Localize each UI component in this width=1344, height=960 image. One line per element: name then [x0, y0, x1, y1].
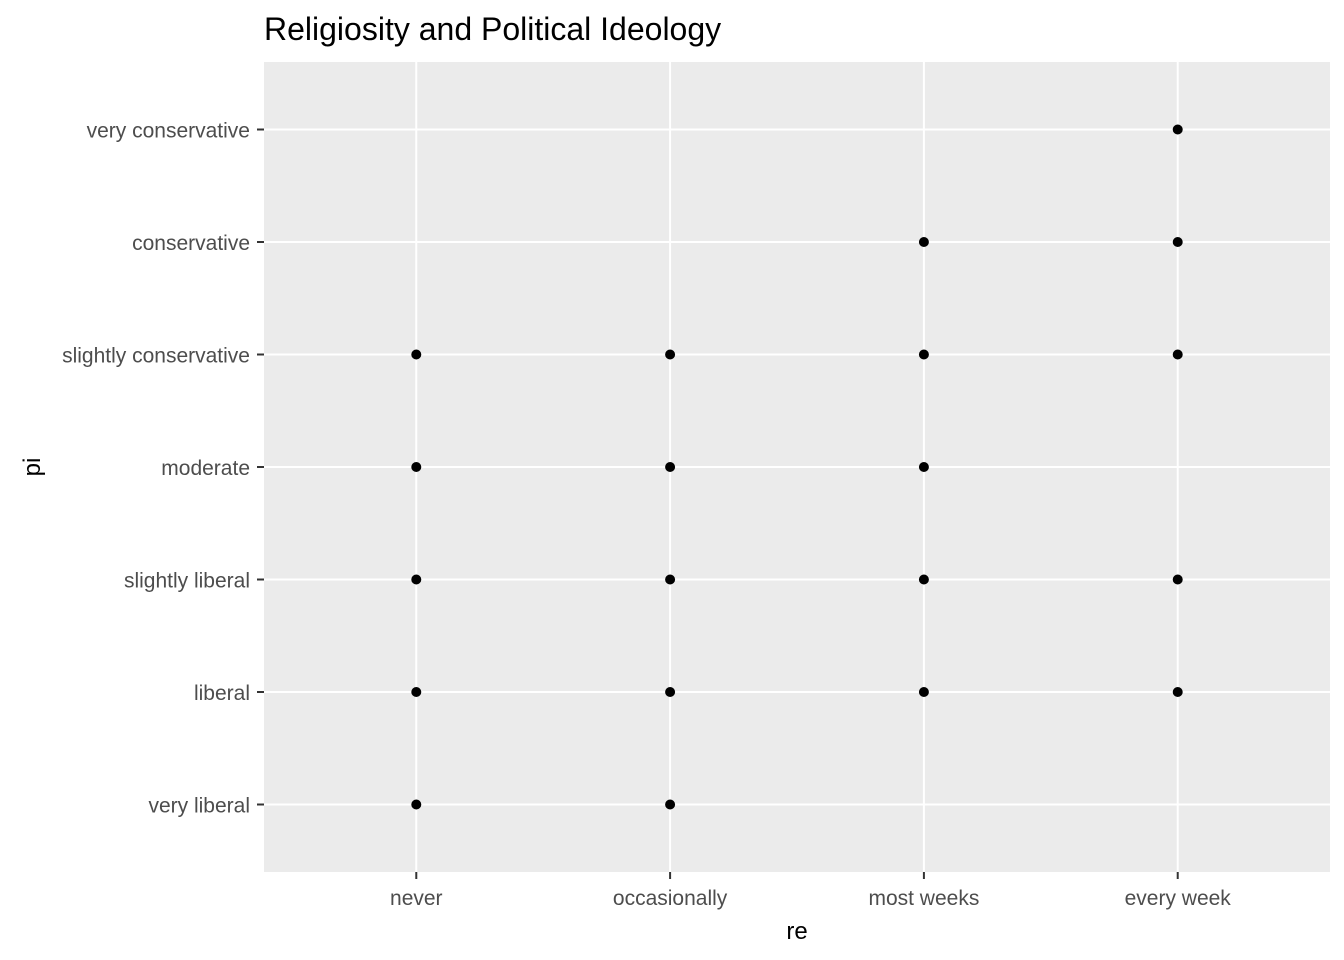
data-point — [1172, 574, 1183, 585]
data-point — [411, 799, 422, 810]
y-tick-label: slightly conservative — [62, 345, 250, 368]
y-tick-label: very liberal — [148, 795, 250, 818]
data-point — [918, 687, 929, 697]
data-point — [411, 574, 422, 585]
y-tick-label: very conservative — [87, 120, 250, 143]
data-point — [1172, 237, 1183, 247]
data-point — [411, 349, 422, 360]
chart-title: Religiosity and Political Ideology — [264, 11, 721, 47]
data-point — [665, 799, 676, 810]
data-point — [411, 687, 422, 697]
y-tick-label: moderate — [161, 457, 250, 480]
axis-ticks — [257, 128, 1179, 879]
data-point — [411, 462, 422, 472]
data-point — [918, 574, 929, 585]
x-tick-label: occasionally — [613, 887, 728, 910]
y-axis-tick-labels: very liberal liberal slightly liberal moder… — [62, 120, 250, 818]
y-tick-label: liberal — [194, 682, 250, 705]
x-axis-title: re — [786, 918, 807, 945]
data-point — [665, 349, 676, 360]
x-tick-label: never — [390, 887, 443, 910]
y-tick-label: conservative — [132, 232, 250, 255]
data-point — [1172, 687, 1183, 697]
data-point — [665, 462, 676, 472]
y-axis-title: pi — [19, 458, 46, 477]
data-point — [1172, 124, 1183, 135]
data-point — [918, 349, 929, 360]
data-point — [1172, 349, 1183, 360]
x-tick-label: every week — [1125, 887, 1232, 910]
data-point — [665, 687, 676, 697]
data-point — [918, 237, 929, 247]
data-point — [665, 574, 676, 585]
data-point — [918, 462, 929, 472]
y-tick-label: slightly liberal — [124, 570, 250, 593]
x-axis-tick-labels: never occasionally most weeks every week — [390, 887, 1231, 910]
data-points — [411, 124, 1183, 810]
x-tick-label: most weeks — [868, 887, 979, 910]
